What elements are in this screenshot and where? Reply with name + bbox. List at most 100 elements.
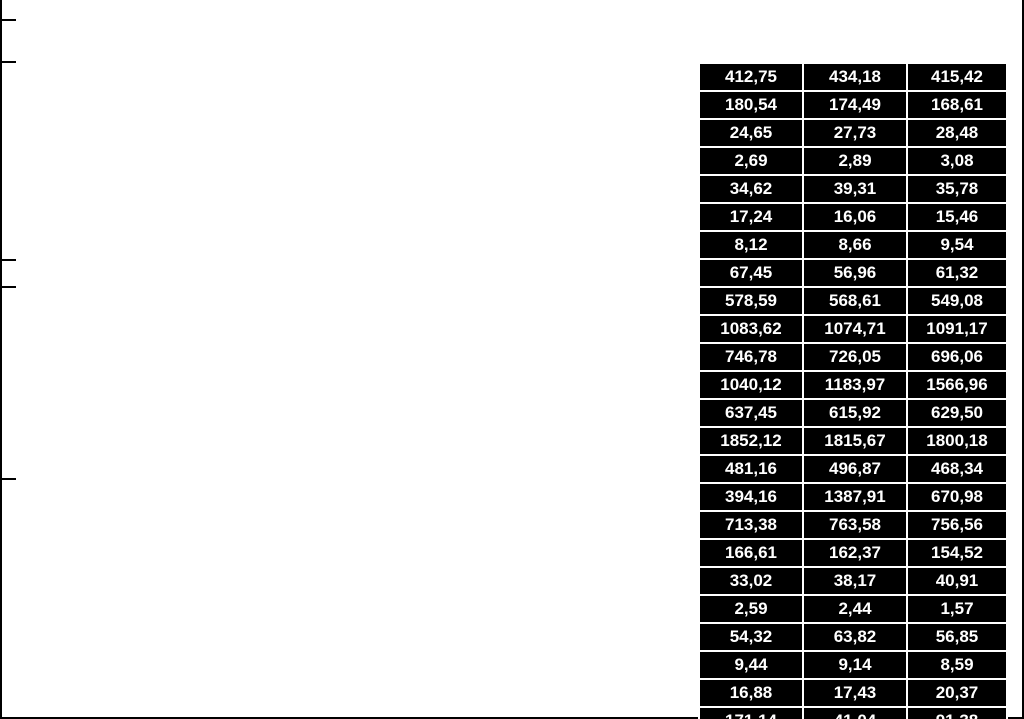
table-row: 24,6527,7328,48 — [699, 119, 1007, 147]
table-cell: 1,57 — [907, 595, 1007, 623]
table-cell: 468,34 — [907, 455, 1007, 483]
table-row: 33,0238,1740,91 — [699, 567, 1007, 595]
table-cell: 35,78 — [907, 175, 1007, 203]
table-row: 1040,121183,971566,96 — [699, 371, 1007, 399]
left-tick — [2, 61, 16, 63]
table-row: 1852,121815,671800,18 — [699, 427, 1007, 455]
table-row: 54,3263,8256,85 — [699, 623, 1007, 651]
table-cell: 415,42 — [907, 63, 1007, 91]
table-cell: 162,37 — [803, 539, 907, 567]
table-cell: 17,43 — [803, 679, 907, 707]
table-row: 1083,621074,711091,17 — [699, 315, 1007, 343]
table-cell: 1387,91 — [803, 483, 907, 511]
table-cell: 67,45 — [699, 259, 803, 287]
table-cell: 3,08 — [907, 147, 1007, 175]
table-row: 166,61162,37154,52 — [699, 539, 1007, 567]
table-cell: 54,32 — [699, 623, 803, 651]
table-cell: 41,04 — [803, 707, 907, 719]
table-cell: 180,54 — [699, 91, 803, 119]
table-cell: 38,17 — [803, 567, 907, 595]
table-cell: 496,87 — [803, 455, 907, 483]
table-cell: 615,92 — [803, 399, 907, 427]
table-cell: 2,59 — [699, 595, 803, 623]
table-row: 180,54174,49168,61 — [699, 91, 1007, 119]
table-cell: 24,65 — [699, 119, 803, 147]
table-cell: 16,06 — [803, 203, 907, 231]
table-cell: 549,08 — [907, 287, 1007, 315]
table-cell: 9,14 — [803, 651, 907, 679]
table-cell: 8,59 — [907, 651, 1007, 679]
table-row: 9,449,148,59 — [699, 651, 1007, 679]
data-table-body: 412,75434,18415,42180,54174,49168,6124,6… — [699, 63, 1007, 719]
table-cell: 168,61 — [907, 91, 1007, 119]
table-cell: 17,24 — [699, 203, 803, 231]
left-tick — [2, 259, 16, 261]
left-tick — [2, 19, 16, 21]
table-cell: 39,31 — [803, 175, 907, 203]
table-row: 34,6239,3135,78 — [699, 175, 1007, 203]
table-cell: 394,16 — [699, 483, 803, 511]
table-cell: 91,38 — [907, 707, 1007, 719]
table-cell: 40,91 — [907, 567, 1007, 595]
table-cell: 63,82 — [803, 623, 907, 651]
table-row: 67,4556,9661,32 — [699, 259, 1007, 287]
table-cell: 1091,17 — [907, 315, 1007, 343]
table-cell: 412,75 — [699, 63, 803, 91]
table-row: 637,45615,92629,50 — [699, 399, 1007, 427]
table-row: 2,592,441,57 — [699, 595, 1007, 623]
table-cell: 434,18 — [803, 63, 907, 91]
table-row: 412,75434,18415,42 — [699, 63, 1007, 91]
table-cell: 174,49 — [803, 91, 907, 119]
table-cell: 713,38 — [699, 511, 803, 539]
table-cell: 578,59 — [699, 287, 803, 315]
left-tick — [2, 286, 16, 288]
table-cell: 1083,62 — [699, 315, 803, 343]
table-cell: 756,56 — [907, 511, 1007, 539]
table-cell: 2,89 — [803, 147, 907, 175]
table-cell: 1074,71 — [803, 315, 907, 343]
table-cell: 33,02 — [699, 567, 803, 595]
table-cell: 16,88 — [699, 679, 803, 707]
table-row: 394,161387,91670,98 — [699, 483, 1007, 511]
data-table: 412,75434,18415,42180,54174,49168,6124,6… — [698, 62, 1008, 719]
table-cell: 8,66 — [803, 231, 907, 259]
table-cell: 56,96 — [803, 259, 907, 287]
table-cell: 1852,12 — [699, 427, 803, 455]
table-cell: 34,62 — [699, 175, 803, 203]
table-cell: 481,16 — [699, 455, 803, 483]
table-row: 746,78726,05696,06 — [699, 343, 1007, 371]
table-cell: 568,61 — [803, 287, 907, 315]
table-row: 16,8817,4320,37 — [699, 679, 1007, 707]
table-cell: 1815,67 — [803, 427, 907, 455]
table-cell: 696,06 — [907, 343, 1007, 371]
table-cell: 629,50 — [907, 399, 1007, 427]
table-cell: 28,48 — [907, 119, 1007, 147]
table-row: 2,692,893,08 — [699, 147, 1007, 175]
page-frame: 412,75434,18415,42180,54174,49168,6124,6… — [0, 0, 1024, 719]
table-cell: 154,52 — [907, 539, 1007, 567]
table-cell: 2,69 — [699, 147, 803, 175]
table-cell: 1566,96 — [907, 371, 1007, 399]
table-row: 578,59568,61549,08 — [699, 287, 1007, 315]
table-cell: 15,46 — [907, 203, 1007, 231]
table-row: 481,16496,87468,34 — [699, 455, 1007, 483]
table-cell: 670,98 — [907, 483, 1007, 511]
table-cell: 9,54 — [907, 231, 1007, 259]
table-cell: 2,44 — [803, 595, 907, 623]
table-cell: 9,44 — [699, 651, 803, 679]
table-cell: 171,14 — [699, 707, 803, 719]
table-row: 171,1441,0491,38 — [699, 707, 1007, 719]
table-cell: 1183,97 — [803, 371, 907, 399]
left-tick — [2, 478, 16, 480]
table-cell: 637,45 — [699, 399, 803, 427]
table-cell: 56,85 — [907, 623, 1007, 651]
table-cell: 8,12 — [699, 231, 803, 259]
left-tick-marks — [2, 0, 22, 717]
table-cell: 726,05 — [803, 343, 907, 371]
data-table-wrap: 412,75434,18415,42180,54174,49168,6124,6… — [698, 62, 1008, 719]
table-cell: 20,37 — [907, 679, 1007, 707]
table-cell: 746,78 — [699, 343, 803, 371]
table-row: 17,2416,0615,46 — [699, 203, 1007, 231]
table-cell: 763,58 — [803, 511, 907, 539]
table-cell: 1040,12 — [699, 371, 803, 399]
